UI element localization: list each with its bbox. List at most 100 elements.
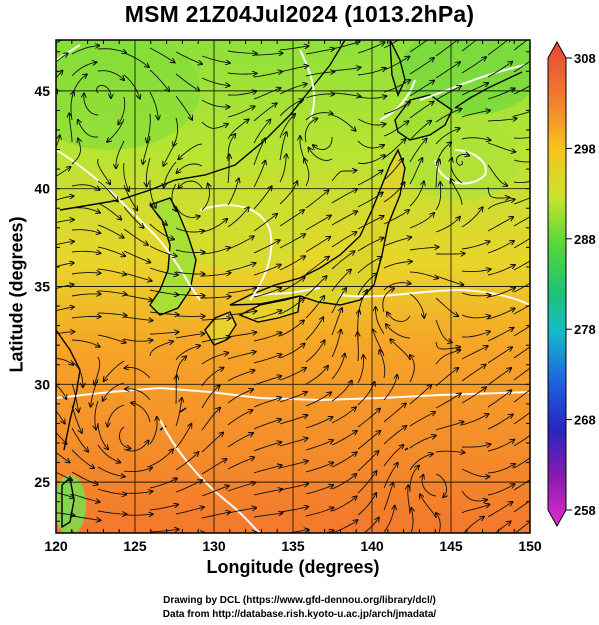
streamline xyxy=(56,491,74,498)
streamline xyxy=(390,339,411,361)
streamline xyxy=(461,504,489,514)
streamline xyxy=(97,268,126,275)
streamline xyxy=(91,378,99,407)
colorbar-label: 308 xyxy=(574,51,596,66)
streamline xyxy=(305,49,334,55)
streamline xyxy=(387,312,411,322)
colorbar-label: 278 xyxy=(574,322,596,337)
streamline xyxy=(305,296,324,319)
streamline xyxy=(123,491,153,493)
streamline xyxy=(305,485,333,495)
streamline xyxy=(227,207,249,228)
streamline xyxy=(383,182,405,203)
streamline xyxy=(201,247,230,255)
streamline xyxy=(305,94,334,99)
streamline xyxy=(149,289,178,295)
streamline xyxy=(513,237,530,249)
streamline xyxy=(253,240,280,254)
streamline xyxy=(123,440,149,452)
streamline xyxy=(227,263,256,272)
streamline xyxy=(435,341,460,349)
streamline xyxy=(305,417,333,429)
streamline xyxy=(175,452,199,471)
streamline xyxy=(331,232,357,248)
streamline xyxy=(253,332,281,342)
streamline xyxy=(487,328,514,342)
streamline xyxy=(202,296,231,298)
streamline xyxy=(487,186,509,198)
streamline xyxy=(164,161,177,188)
streamline xyxy=(201,184,210,211)
streamline xyxy=(461,57,486,74)
streamline xyxy=(383,237,411,247)
streamline xyxy=(201,433,223,453)
streamline xyxy=(331,189,357,204)
streamline xyxy=(175,507,204,515)
streamline xyxy=(279,484,308,491)
streamline xyxy=(97,246,125,256)
streamline xyxy=(149,267,178,275)
streamline xyxy=(279,114,295,139)
streamline xyxy=(461,365,486,382)
streamline xyxy=(149,341,173,357)
streamline xyxy=(71,493,100,502)
streamline xyxy=(357,238,384,252)
streamline xyxy=(383,139,406,159)
streamline xyxy=(436,253,465,254)
streamline xyxy=(461,315,490,318)
streamline xyxy=(279,132,287,161)
streamline xyxy=(201,386,220,409)
streamline xyxy=(363,518,379,533)
streamline xyxy=(201,486,229,497)
streamline xyxy=(461,387,486,404)
streamline xyxy=(487,288,515,298)
streamline xyxy=(305,257,329,275)
streamline xyxy=(227,178,239,206)
streamline xyxy=(227,91,256,96)
streamline xyxy=(513,85,530,95)
streamline xyxy=(461,444,491,447)
streamline xyxy=(331,92,361,96)
streamline xyxy=(175,95,192,120)
streamline xyxy=(97,180,118,202)
streamline xyxy=(383,445,404,467)
streamline xyxy=(97,444,120,462)
streamline xyxy=(56,471,72,480)
streamline xyxy=(487,217,513,232)
streamline xyxy=(175,294,205,296)
streamline xyxy=(409,412,435,427)
streamline xyxy=(71,317,101,319)
streamline xyxy=(435,393,461,409)
streamline xyxy=(409,293,424,318)
streamline xyxy=(97,158,111,184)
streamline xyxy=(56,332,74,336)
streamline xyxy=(383,159,403,181)
lon-tick-label: 130 xyxy=(202,538,226,554)
streamline xyxy=(331,211,357,226)
streamline xyxy=(253,513,283,518)
streamline xyxy=(149,223,174,240)
streamline xyxy=(123,162,129,191)
streamline xyxy=(383,403,406,423)
streamline xyxy=(227,236,254,250)
streamline xyxy=(279,461,308,469)
streamline xyxy=(69,113,73,143)
wind-streamlines xyxy=(56,40,530,533)
streamline xyxy=(176,375,177,405)
streamline xyxy=(409,121,431,141)
streamline xyxy=(513,111,530,117)
streamline xyxy=(487,347,512,364)
streamline xyxy=(305,190,329,209)
streamline xyxy=(56,71,63,79)
streamline xyxy=(513,389,530,403)
streamline xyxy=(513,260,530,271)
streamline xyxy=(461,468,489,477)
streamline xyxy=(71,207,100,213)
streamline xyxy=(410,355,415,383)
streamline xyxy=(357,493,376,516)
streamline xyxy=(178,143,203,159)
streamline xyxy=(487,308,515,320)
streamline xyxy=(253,186,272,210)
streamline xyxy=(279,392,307,403)
streamline xyxy=(279,46,309,51)
